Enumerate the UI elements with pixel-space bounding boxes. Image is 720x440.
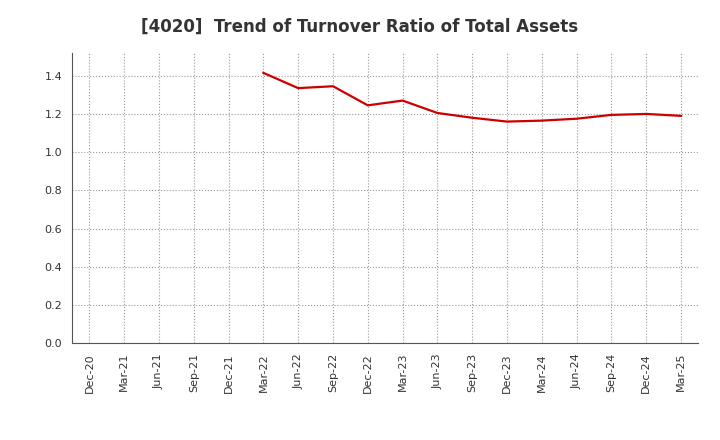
Text: [4020]  Trend of Turnover Ratio of Total Assets: [4020] Trend of Turnover Ratio of Total …: [141, 18, 579, 36]
